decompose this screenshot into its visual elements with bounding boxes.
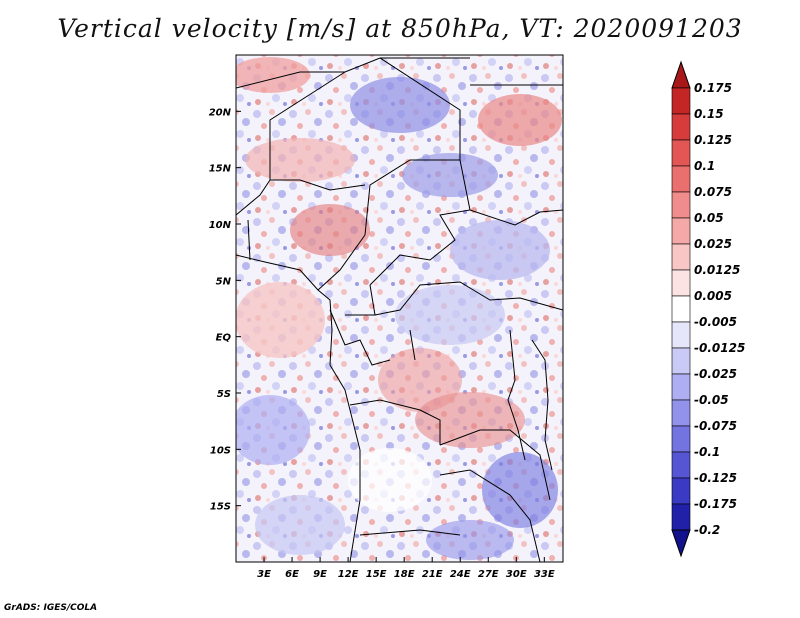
lat-label: 10N [209,220,232,231]
colorbar-segment [671,217,691,245]
lon-label: 24E [450,569,471,580]
lat-label: 15N [209,164,232,175]
colorbar-label: 0.005 [694,289,732,303]
lat-label: 15S [210,502,231,513]
lat-label: 5S [217,389,231,400]
colorbar-segment [671,451,691,479]
colorbar-label: -0.175 [694,497,737,511]
colorbar-label: -0.125 [694,471,737,485]
colorbar-label: 0.0125 [694,263,740,277]
colorbar-label: -0.1 [694,445,720,459]
lon-label: 33E [534,569,555,580]
colorbar-label: -0.0125 [694,341,745,355]
colorbar-segment [671,503,691,531]
plot-frame [235,54,564,563]
colorbar-label: 0.025 [694,237,732,251]
colorbar-segment [671,347,691,375]
lat-label: EQ [216,333,232,344]
colorbar-segment [671,243,691,271]
latitude-axis: 20N 15N 10N 5N EQ 5S 10S 15S [209,107,241,513]
colorbar-segment [671,321,691,349]
colorbar-segment [671,269,691,297]
lon-label: 12E [338,569,359,580]
colorbar-segment [671,425,691,453]
colorbar-label: -0.2 [694,523,720,537]
colorbar-label: -0.025 [694,367,737,381]
colorbar-segment [671,113,691,141]
lon-label: 18E [394,569,415,580]
lon-label: 15E [366,569,387,580]
colorbar-top-arrow [671,60,691,89]
colorbar-segment [671,295,691,323]
colorbar-label: 0.15 [694,107,724,121]
colorbar-segment [671,139,691,167]
lat-label: 10S [210,445,231,456]
lon-label: 30E [506,569,527,580]
colorbar-segment [671,165,691,193]
grads-credit: GrADS: IGES/COLA [4,603,98,613]
colorbar-label: 0.075 [694,185,732,199]
velocity-anomaly-blobs [236,57,562,560]
colorbar-label: -0.075 [694,419,737,433]
colorbar-label: 0.1 [694,159,715,173]
colorbar-segment [671,477,691,505]
country-borders [236,57,563,562]
colorbar-segment [671,191,691,219]
colorbar-segment [671,399,691,427]
colorbar-label: 0.05 [694,211,724,225]
lat-label: 20N [209,107,232,118]
map-title: Vertical velocity [m/s] at 850hPa, VT: 2… [57,14,743,43]
colorbar-label: 0.125 [694,133,732,147]
lon-label: 9E [313,569,327,580]
colorbar: 0.175 0.15 0.125 0.1 0.075 0.05 0.025 0.0125 0.0… [671,60,745,558]
lat-label: 5N [216,276,232,287]
lon-label: 6E [285,569,299,580]
colorbar-label: -0.005 [694,315,737,329]
lon-label: 21E [422,569,443,580]
lon-label: 27E [478,569,499,580]
colorbar-label: 0.175 [694,81,732,95]
longitude-axis: 3E 6E 9E 12E 15E 18E 21E 24E 27E 30E 33E [257,557,555,580]
lon-label: 3E [257,569,271,580]
colorbar-label: -0.05 [694,393,729,407]
colorbar-segment [671,373,691,401]
colorbar-segment [671,87,691,115]
colorbar-bottom-arrow [671,529,691,558]
